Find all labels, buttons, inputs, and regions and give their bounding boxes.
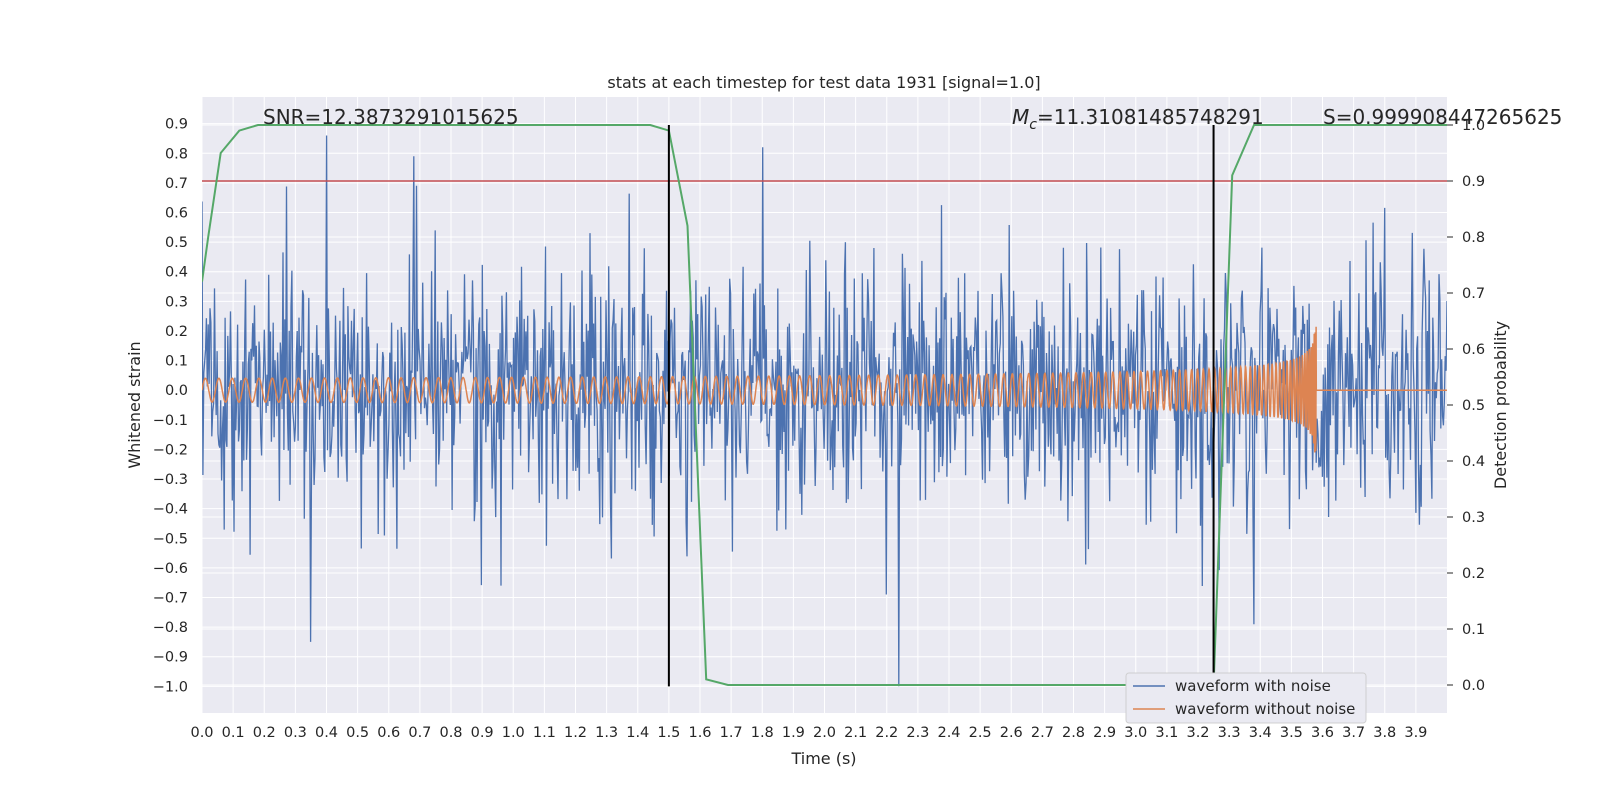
- y2-tick-label: 0.2: [1462, 566, 1485, 582]
- y-tick-label: 0.6: [165, 206, 188, 222]
- y-tick-label: 0.3: [165, 294, 188, 310]
- y-tick-label: −0.6: [153, 561, 188, 577]
- y-tick-label: 0.0: [165, 383, 188, 399]
- y2-tick-label: 0.5: [1462, 398, 1485, 414]
- x-tick-label: 0.4: [315, 725, 338, 741]
- y-tick-label: −0.4: [153, 502, 188, 518]
- x-axis-label: Time (s): [790, 749, 856, 768]
- x-tick-label: 3.4: [1249, 725, 1272, 741]
- y2-tick-label: 1.0: [1462, 118, 1485, 134]
- series-detection-probability: [202, 124, 1447, 686]
- x-tick-label: 3.2: [1186, 725, 1209, 741]
- x-tick-label: 0.8: [439, 725, 462, 741]
- x-tick-label: 2.8: [1062, 725, 1085, 741]
- x-tick-label: 2.4: [937, 725, 960, 741]
- x-tick-label: 2.7: [1031, 725, 1054, 741]
- y2-tick-label: 0.3: [1462, 510, 1485, 526]
- score-annotation: S=0.999908447265625: [1323, 105, 1562, 129]
- y-tick-label: 0.4: [165, 265, 188, 281]
- x-tick-label: 0.7: [408, 725, 431, 741]
- x-tick-label: 2.1: [844, 725, 867, 741]
- x-tick-label: 2.3: [906, 725, 929, 741]
- x-tick-label: 3.7: [1342, 725, 1365, 741]
- y2-tick-label: 0.9: [1462, 174, 1485, 190]
- x-tick-label: 3.1: [1155, 725, 1178, 741]
- y-tick-label: 0.7: [165, 176, 188, 192]
- x-tick-label: 0.1: [222, 725, 245, 741]
- x-tick-label: 1.5: [657, 725, 680, 741]
- y-tick-labels: 0.9 0.8 0.7 0.6 0.5 0.4 0.3 0.2 0.1 0.0 −0.1 −0.2 −0…: [153, 117, 188, 696]
- y-tick-label: 0.2: [165, 324, 188, 340]
- x-tick-label: 3.8: [1373, 725, 1396, 741]
- x-tick-label: 1.3: [595, 725, 618, 741]
- y-tick-label: −0.5: [153, 531, 188, 547]
- x-tick-label: 1.6: [688, 725, 711, 741]
- mc-value: =11.31081485748291: [1037, 105, 1264, 129]
- x-tick-label: 3.5: [1280, 725, 1303, 741]
- y2-tick-label: 0.4: [1462, 454, 1485, 470]
- x-tick-label: 0.0: [190, 725, 213, 741]
- x-tick-label: 2.5: [969, 725, 992, 741]
- x-tick-label: 1.9: [782, 725, 805, 741]
- x-tick-label: 2.6: [1000, 725, 1023, 741]
- x-tick-label: 1.2: [564, 725, 587, 741]
- x-tick-label: 0.6: [377, 725, 400, 741]
- legend-box: [1125, 672, 1367, 724]
- legend-label-noise: waveform with noise: [1175, 677, 1331, 695]
- y-tick-label: −0.7: [153, 591, 188, 607]
- series-waveform-without-noise: [202, 326, 1447, 453]
- y2-tick-label: 0.6: [1462, 342, 1485, 358]
- x-tick-label: 1.0: [502, 725, 525, 741]
- snr-annotation: SNR=12.3873291015625: [263, 105, 519, 129]
- mc-subscript: c: [1029, 117, 1037, 133]
- y2-tick-label: 0.8: [1462, 230, 1485, 246]
- x-tick-label: 3.6: [1311, 725, 1334, 741]
- mc-symbol: M: [1012, 105, 1029, 129]
- x-tick-label: 3.3: [1218, 725, 1241, 741]
- x-tick-label: 1.1: [533, 725, 556, 741]
- legend: waveform with noise waveform without noi…: [1125, 672, 1367, 724]
- y-tick-label: 0.9: [165, 117, 188, 133]
- series-layer: [202, 124, 1447, 687]
- x-tick-label: 0.5: [346, 725, 369, 741]
- y2-tick-label: 0.1: [1462, 622, 1485, 638]
- series-waveform-with-noise: [202, 135, 1447, 687]
- x-tick-label: 0.3: [284, 725, 307, 741]
- x-tick-label: 3.9: [1404, 725, 1427, 741]
- x-tick-label: 1.7: [720, 725, 743, 741]
- x-tick-label: 1.4: [626, 725, 649, 741]
- y2-axis-label: Detection probability: [1491, 321, 1510, 489]
- y-tick-label: 0.5: [165, 235, 188, 251]
- x-tick-labels: 0.0 0.1 0.2 0.3 0.4 0.5 0.6 0.7 0.8 0.9 1.0 1.1 1.2 1…: [190, 725, 1427, 741]
- x-tick-label: 3.0: [1124, 725, 1147, 741]
- legend-label-clean: waveform without noise: [1175, 700, 1355, 718]
- y2-tick-label: 0.7: [1462, 286, 1485, 302]
- y-tick-label: 0.8: [165, 146, 188, 162]
- y-tick-label: −0.9: [153, 650, 188, 666]
- x-tick-label: 2.9: [1093, 725, 1116, 741]
- y-tick-label: 0.1: [165, 354, 188, 370]
- x-tick-label: 2.2: [875, 725, 898, 741]
- y2-tick-labels: 1.0 0.9 0.8 0.7 0.6 0.5 0.4 0.3 0.2 0.1 0.0: [1447, 118, 1485, 694]
- x-tick-label: 1.8: [751, 725, 774, 741]
- x-tick-label: 0.2: [253, 725, 276, 741]
- chart-title: stats at each timestep for test data 193…: [607, 73, 1040, 92]
- y-tick-label: −0.8: [153, 620, 188, 636]
- y-axis-label: Whitened strain: [125, 341, 144, 468]
- y-tick-label: −0.3: [153, 472, 188, 488]
- x-tick-label: 0.9: [471, 725, 494, 741]
- y-tick-label: −0.2: [153, 442, 188, 458]
- y-tick-label: −1.0: [153, 679, 188, 695]
- chirp-mass-annotation: Mc=11.31081485748291: [1012, 105, 1264, 133]
- x-tick-label: 2.0: [813, 725, 836, 741]
- y2-tick-label: 0.0: [1462, 678, 1485, 694]
- y-tick-label: −0.1: [153, 413, 188, 429]
